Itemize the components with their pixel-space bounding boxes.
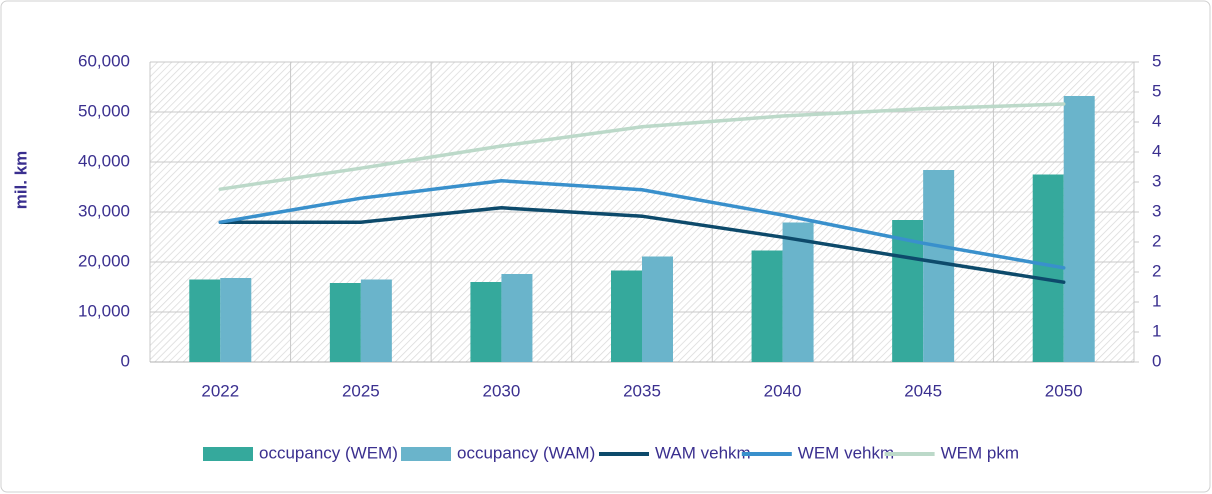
y-tick-label: 0 [121, 351, 130, 370]
y2-tick-label: 1 [1152, 321, 1161, 340]
y-tick-label: 30,000 [78, 201, 130, 220]
y2-tick-label: 0 [1152, 351, 1161, 370]
x-tick-label: 2045 [904, 381, 942, 400]
y2-tick-label: 1 [1152, 291, 1161, 310]
bar [470, 282, 502, 362]
y2-tick-label: 3 [1152, 171, 1161, 190]
bar [189, 279, 221, 362]
bar [923, 170, 955, 362]
x-tick-label: 2025 [342, 381, 380, 400]
y-tick-label: 50,000 [78, 101, 130, 120]
y2-tick-label: 5 [1152, 51, 1161, 70]
y2-tick-label: 3 [1152, 201, 1161, 220]
y-tick-label: 40,000 [78, 151, 130, 170]
bar [1063, 96, 1095, 362]
legend-label: WEM vehkm [798, 443, 894, 462]
bar [360, 279, 392, 362]
bar [782, 222, 814, 362]
bar [751, 250, 783, 362]
y2-tick-label: 2 [1152, 231, 1161, 250]
line-series [218, 179, 1066, 270]
y-tick-label: 10,000 [78, 301, 130, 320]
line-series [218, 102, 1066, 191]
y2-tick-label: 2 [1152, 261, 1161, 280]
x-tick-label: 2050 [1045, 381, 1083, 400]
y2-tick-label: 4 [1152, 111, 1161, 130]
legend-swatch [203, 447, 253, 461]
line-series [218, 206, 1066, 284]
legend-label: occupancy (WEM) [259, 443, 398, 462]
bar [642, 256, 673, 362]
y-tick-label: 20,000 [78, 251, 130, 270]
bar [501, 274, 533, 362]
legend-label: WEM pkm [941, 443, 1019, 462]
x-tick-label: 2022 [201, 381, 239, 400]
bar [220, 278, 252, 362]
x-tick-label: 2035 [623, 381, 661, 400]
y-tick-label: 60,000 [78, 51, 130, 70]
bar [329, 283, 361, 362]
legend-swatch [401, 447, 451, 461]
x-tick-label: 2030 [483, 381, 521, 400]
legend-label: occupancy (WAM) [457, 443, 595, 462]
y-axis-label: mil. km [11, 151, 30, 210]
y2-tick-label: 5 [1152, 81, 1161, 100]
bar [611, 270, 642, 362]
y2-tick-label: 4 [1152, 141, 1161, 160]
x-tick-label: 2040 [764, 381, 802, 400]
legend-label: WAM vehkm [655, 443, 751, 462]
